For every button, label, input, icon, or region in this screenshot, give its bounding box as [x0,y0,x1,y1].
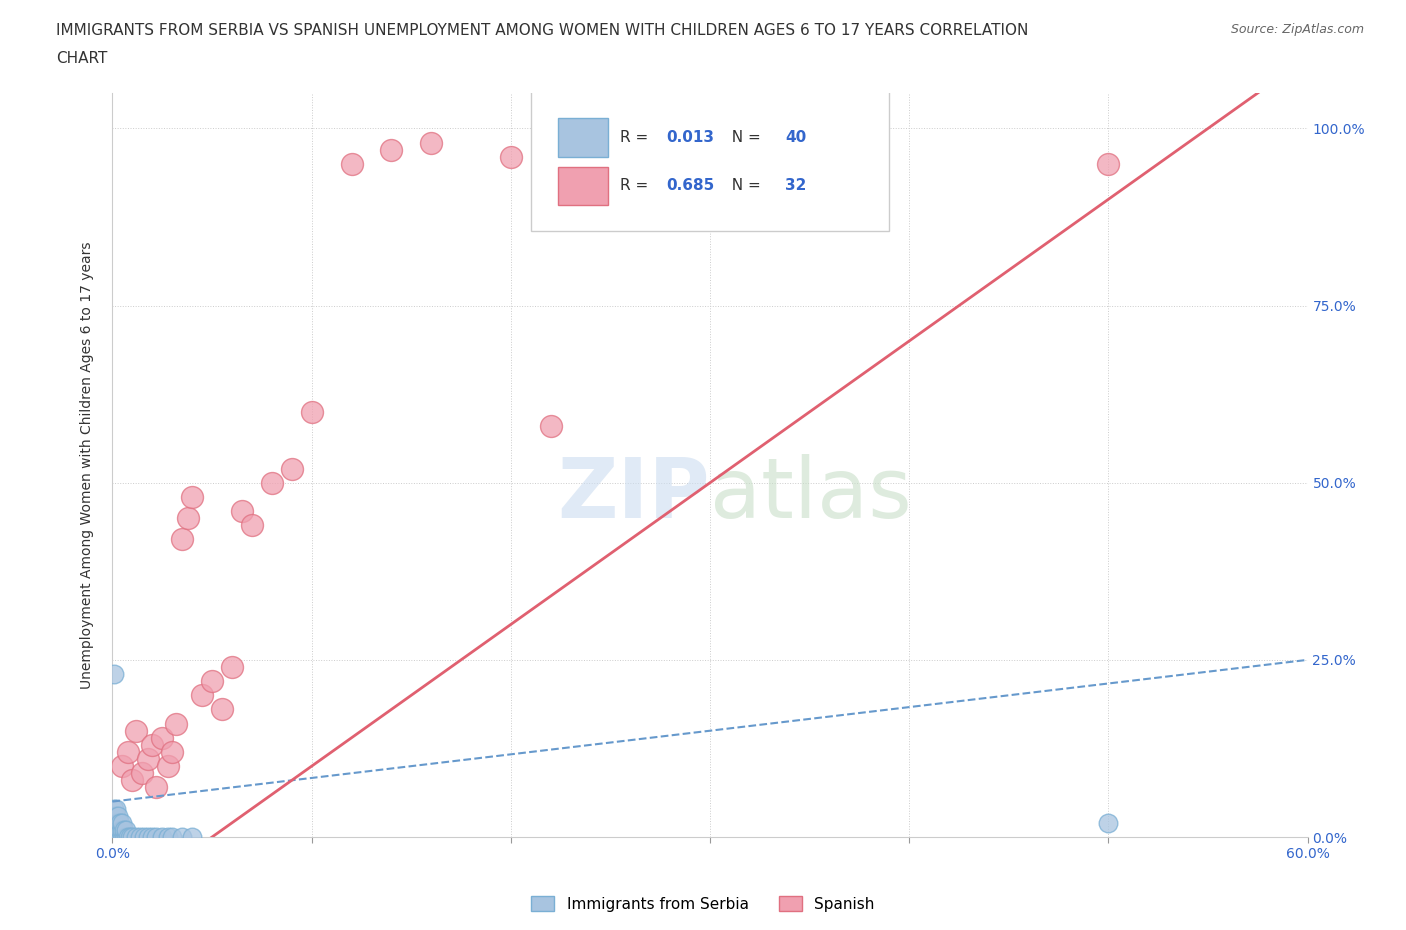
Point [221,659,243,674]
Point [105,808,128,823]
Point [540,418,562,433]
Point [125,830,148,844]
Point [1097,816,1119,830]
Point [499,150,522,165]
Point [201,673,224,688]
Point [105,802,128,817]
Text: CHART: CHART [56,51,108,66]
Point [191,688,214,703]
Point [162,830,183,844]
Point [380,142,402,157]
Point [110,816,132,830]
Text: 0.685: 0.685 [666,179,714,193]
Point [181,830,204,844]
Point [165,716,187,731]
Text: atlas: atlas [710,454,911,536]
Point [138,830,160,844]
Point [110,830,132,844]
Point [157,759,180,774]
Point [103,667,125,682]
Point [115,830,138,844]
Legend: Immigrants from Serbia, Spanish: Immigrants from Serbia, Spanish [526,889,880,918]
Point [157,830,180,844]
Point [172,830,194,844]
Text: 0.013: 0.013 [666,130,714,145]
Point [420,135,443,150]
Text: N =: N = [723,179,766,193]
Text: Source: ZipAtlas.com: Source: ZipAtlas.com [1230,23,1364,36]
Point [103,816,125,830]
Point [150,730,173,745]
Point [162,745,183,760]
Point [105,816,128,830]
Text: 40: 40 [786,130,807,145]
Text: N =: N = [723,130,766,145]
FancyBboxPatch shape [558,118,609,157]
Text: IMMIGRANTS FROM SERBIA VS SPANISH UNEMPLOYMENT AMONG WOMEN WITH CHILDREN AGES 6 : IMMIGRANTS FROM SERBIA VS SPANISH UNEMPL… [56,23,1029,38]
Point [138,751,160,766]
Point [107,830,129,844]
Point [340,156,363,171]
Point [699,142,721,157]
Point [125,724,148,738]
Point [134,830,156,844]
Point [114,822,135,837]
Point [103,802,125,817]
Point [172,532,194,547]
Point [120,830,142,844]
Point [141,830,163,844]
Text: 32: 32 [786,179,807,193]
Point [103,830,125,844]
Point [260,475,283,490]
Text: R =: R = [620,179,654,193]
Y-axis label: Unemployment Among Women with Children Ages 6 to 17 years: Unemployment Among Women with Children A… [80,241,94,689]
Point [177,511,200,525]
Point [105,830,128,844]
Point [145,780,167,795]
Point [111,822,134,837]
Point [107,808,129,823]
Point [231,504,253,519]
Text: ZIP: ZIP [558,454,710,536]
Point [117,830,139,844]
Point [115,822,138,837]
Point [111,759,134,774]
Point [211,702,233,717]
Point [107,816,129,830]
Point [129,830,152,844]
Point [1097,156,1119,171]
Text: R =: R = [620,130,654,145]
Point [145,830,167,844]
FancyBboxPatch shape [558,166,609,206]
Point [240,518,263,533]
Point [103,808,125,823]
Point [117,745,139,760]
Point [107,822,129,837]
Point [150,830,173,844]
Point [103,822,125,837]
Point [599,128,621,143]
Point [114,830,135,844]
Point [301,405,323,419]
Point [111,830,134,844]
Point [141,737,163,752]
Point [181,489,204,504]
Point [121,830,143,844]
Point [131,765,153,780]
Point [105,822,128,837]
Point [110,822,132,837]
FancyBboxPatch shape [531,89,889,231]
Point [111,816,134,830]
Point [281,461,304,476]
Point [121,773,143,788]
